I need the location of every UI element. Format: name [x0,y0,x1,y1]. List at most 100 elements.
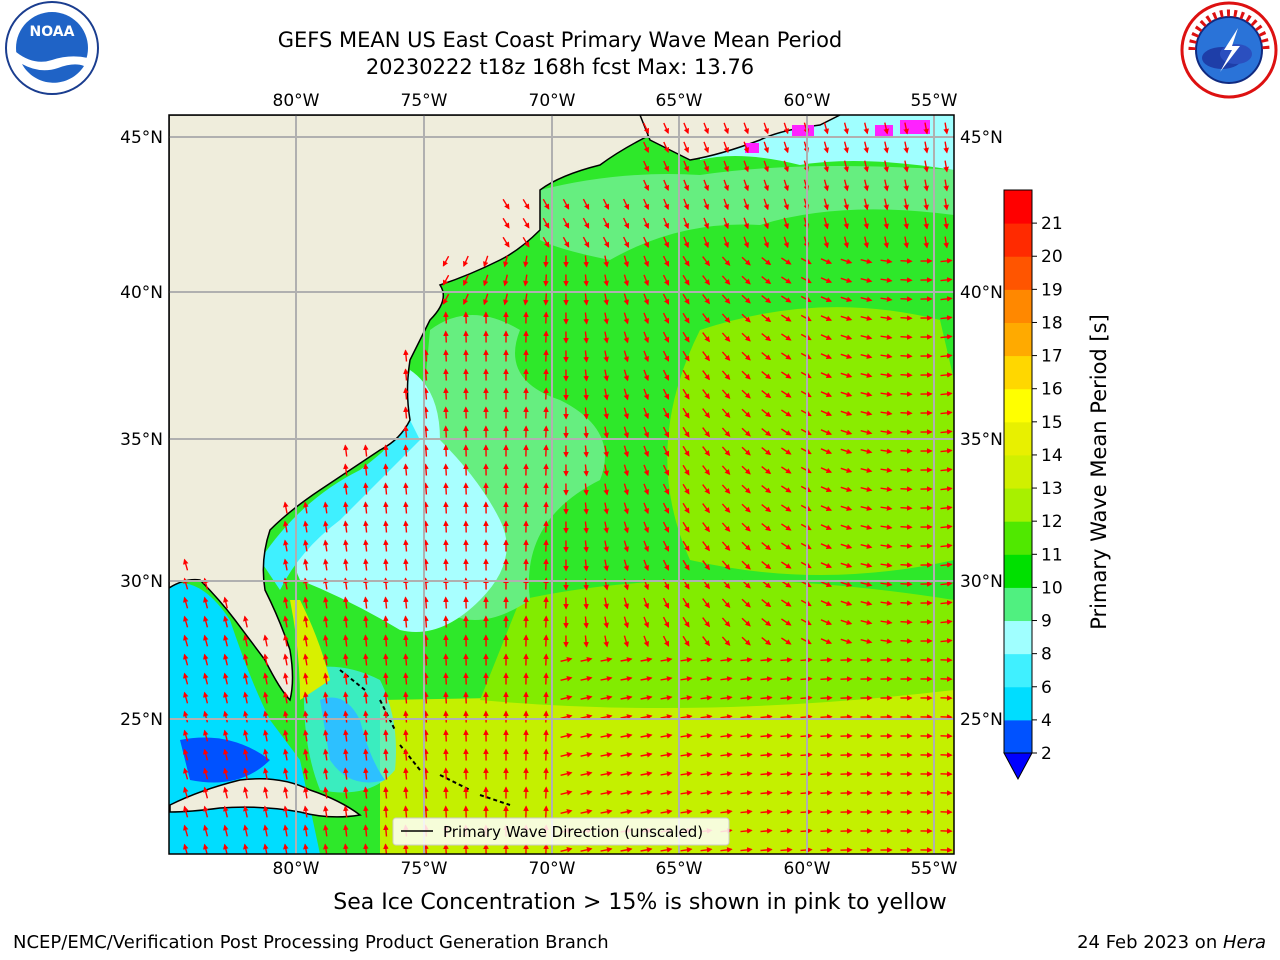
wave-direction-arrow [820,429,833,435]
wave-direction-arrow [623,426,629,439]
colorbar-tick-label: 12 [1041,512,1063,532]
wave-direction-arrow [323,634,329,647]
wave-direction-arrow [423,805,429,818]
wave-direction-arrow [682,350,690,362]
wave-direction-arrow [323,824,329,837]
wave-direction-arrow [720,847,733,853]
wave-direction-arrow [780,695,793,701]
wave-direction-arrow [780,771,793,777]
wave-direction-arrow [702,484,710,495]
wave-direction-arrow [840,467,853,473]
wave-direction-arrow [883,122,889,135]
wave-direction-arrow [640,809,653,815]
wave-direction-arrow [763,198,769,211]
wave-direction-arrow [820,258,833,264]
wave-direction-arrow [283,691,289,704]
colorbar-segment [1004,256,1032,290]
wave-direction-arrow [900,562,913,568]
wave-direction-arrow [383,520,389,533]
wave-direction-arrow [682,426,690,438]
wave-direction-arrow [443,748,449,761]
wave-direction-arrow [702,560,710,571]
ocean-field-band [480,580,954,708]
wave-direction-arrow [223,824,229,837]
wave-direction-arrow [662,464,670,476]
wave-direction-arrow [940,429,953,435]
wave-direction-arrow [283,596,289,609]
wave-direction-arrow [483,293,489,306]
wave-direction-arrow [781,409,792,417]
wave-direction-arrow [443,520,449,533]
wave-direction-arrow [543,255,549,268]
wave-direction-arrow [761,371,772,380]
wave-direction-arrow [383,615,389,628]
wave-direction-arrow [643,255,649,268]
wave-direction-arrow [761,466,772,475]
wave-direction-arrow [662,540,670,552]
wave-direction-arrow [683,179,689,192]
wave-direction-arrow [363,729,369,742]
wave-direction-arrow [700,695,713,701]
wave-direction-arrow [820,486,833,492]
lat-tick-label: 25°N [120,710,163,730]
wave-direction-arrow [343,805,349,818]
wave-direction-arrow [523,293,529,306]
wave-direction-arrow [620,676,633,682]
wave-direction-arrow [662,521,670,533]
wave-direction-arrow [900,315,913,321]
wave-direction-arrow [620,733,633,739]
wave-direction-arrow [860,505,873,511]
wave-direction-arrow [263,672,269,685]
wave-direction-arrow [523,274,529,287]
wave-direction-arrow [443,387,449,400]
wave-direction-arrow [643,331,649,344]
wave-direction-arrow [303,653,309,666]
wave-direction-arrow [682,255,690,267]
wave-direction-arrow [323,805,329,818]
wave-direction-arrow [403,615,409,628]
wave-direction-arrow [663,141,669,154]
wave-direction-arrow [761,314,772,323]
colorbar-tick-label: 9 [1041,612,1052,632]
lon-tick-label: 80°W [273,91,320,111]
wave-direction-arrow [603,559,609,572]
wave-direction-arrow [403,634,409,647]
wave-direction-arrow [663,236,669,249]
wave-direction-arrow [820,543,833,549]
wave-direction-arrow [483,255,489,268]
sea-ice-patch [875,125,893,137]
wave-direction-arrow [283,748,289,761]
wave-direction-arrow [702,541,710,552]
wave-direction-arrow [602,217,610,229]
wave-direction-arrow [740,695,753,701]
wave-direction-arrow [283,634,289,647]
wave-direction-arrow [702,446,710,457]
wave-direction-arrow [702,313,710,324]
wave-direction-arrow [940,524,953,530]
lat-tick-label: 30°N [960,572,1003,592]
wave-direction-arrow [582,198,590,210]
colorbar-segment [1004,388,1032,423]
wave-direction-arrow [620,752,633,758]
wave-direction-arrow [343,767,349,780]
wave-direction-arrow [863,141,869,154]
wave-direction-arrow [600,733,613,739]
wave-direction-arrow [880,258,893,264]
wave-direction-arrow [663,217,669,230]
wave-direction-arrow [583,426,589,439]
longitude-labels-top: 80°W 75°W 70°W 65°W 60°W 55°W [273,91,958,111]
wave-direction-arrow [843,236,849,249]
wave-direction-arrow [643,160,649,173]
lon-tick-label: 65°W [656,91,703,111]
wave-direction-arrow [883,217,889,230]
colorbar-tick-label: 19 [1041,280,1063,300]
wave-direction-arrow [702,408,710,419]
wave-direction-arrow [940,600,953,606]
wave-direction-arrow [741,541,751,551]
wave-direction-arrow [783,198,789,211]
wave-direction-arrow [783,179,789,192]
wave-direction-arrow [643,236,649,249]
wave-direction-arrow [741,484,751,494]
wave-direction-arrow [723,198,729,211]
map-legend: Primary Wave Direction (unscaled) [392,817,730,846]
